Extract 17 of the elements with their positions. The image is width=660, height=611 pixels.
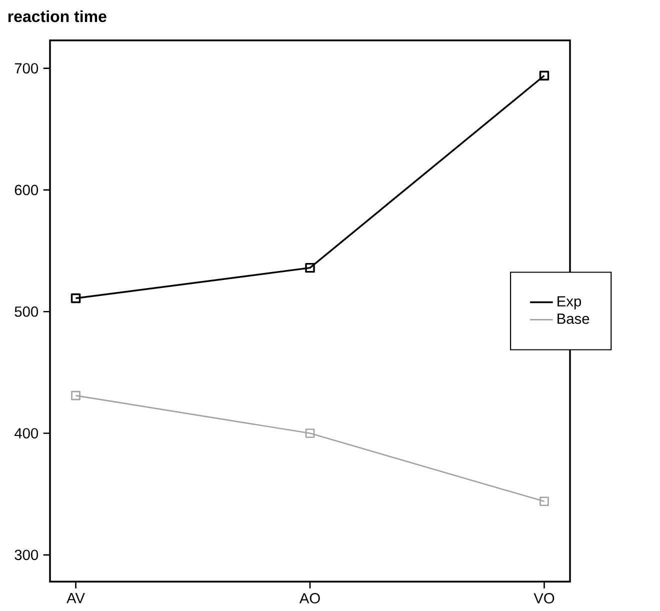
y-tick-label: 400 xyxy=(14,428,38,438)
y-tick-label: 500 xyxy=(14,306,38,317)
y-tick-label: 700 xyxy=(14,63,38,74)
point xyxy=(539,70,550,80)
point xyxy=(70,293,81,304)
chart-title: reaction time xyxy=(8,10,106,22)
point xyxy=(540,496,549,506)
legend-label: Base xyxy=(558,314,590,324)
point xyxy=(71,390,80,400)
y-tick-label: 300 xyxy=(14,550,38,560)
x-tick-label: VO xyxy=(534,593,554,604)
x-tick-label: AO xyxy=(299,593,320,604)
y-tick-label: 600 xyxy=(14,184,38,196)
legend-label: Exp xyxy=(558,296,582,310)
point xyxy=(305,262,315,273)
point xyxy=(305,428,315,438)
x-tick-label: AV xyxy=(66,593,85,604)
